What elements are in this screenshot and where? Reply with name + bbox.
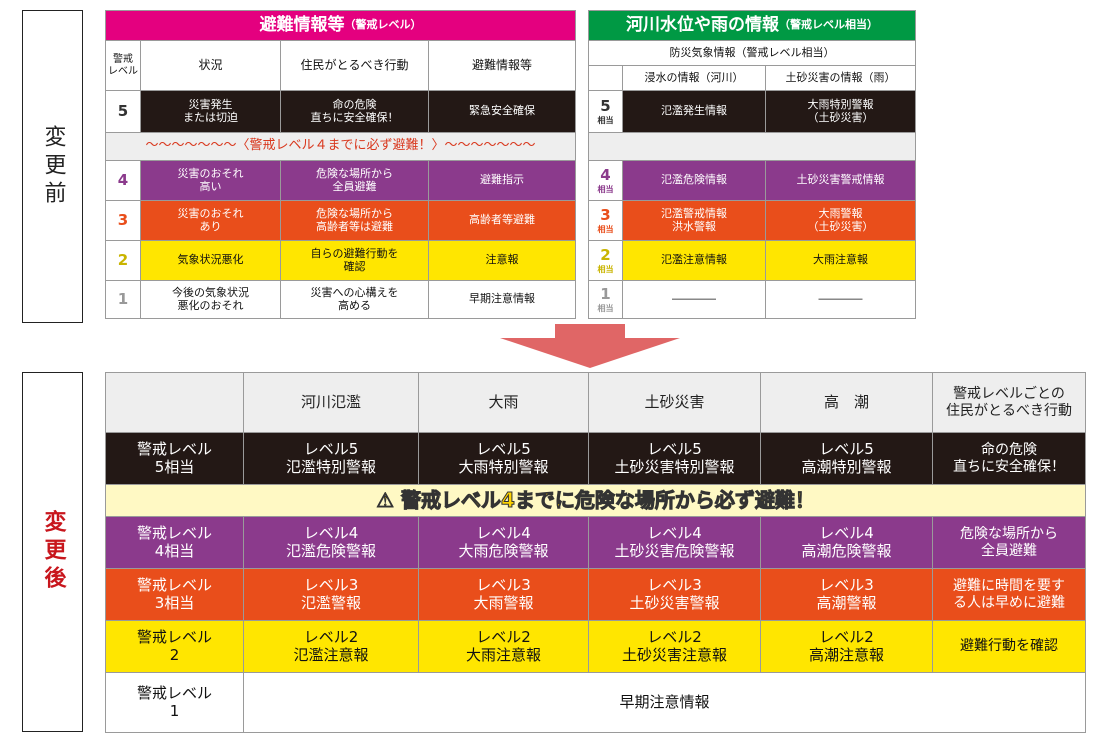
level: 3 — [105, 200, 141, 241]
cell: 命の危険 直ちに安全確保！ — [932, 432, 1086, 485]
level-note: 相当 — [597, 264, 614, 274]
level-number: 4 — [600, 166, 611, 185]
cell: レベル3 高潮警報 — [760, 568, 933, 621]
level: 1 — [105, 280, 141, 319]
level-number: 5 — [600, 97, 611, 116]
cell: 避難に時間を要す る人は早めに避難 — [932, 568, 1086, 621]
notice-band — [588, 132, 916, 161]
column-header: 状況 — [140, 40, 281, 91]
column-header: 大雨 — [418, 372, 589, 433]
cell: レベル4 氾濫危険警報 — [243, 516, 419, 569]
level: 5 — [105, 90, 141, 133]
level: 2 相当 — [588, 240, 623, 281]
level: 2 — [105, 240, 141, 281]
level: 警戒レベル 2 — [105, 620, 244, 673]
cell: 災害への心構えを 高める — [280, 280, 429, 319]
cell: 氾濫注意情報 — [622, 240, 766, 281]
cell: レベル5 大雨特別警報 — [418, 432, 589, 485]
level-note: 相当 — [597, 115, 614, 125]
column-header: 河川氾濫 — [243, 372, 419, 433]
level-note: 相当 — [597, 184, 614, 194]
cell: レベル4 大雨危険警報 — [418, 516, 589, 569]
table-title: 河川水位や雨の情報 （警戒レベル相当） — [588, 10, 916, 41]
column-header: 避難情報等 — [428, 40, 576, 91]
level: 警戒レベル 5相当 — [105, 432, 244, 485]
cell: ―――― — [622, 280, 766, 319]
subheader: 浸水の情報（河川） — [622, 65, 766, 91]
cell: 大雨注意報 — [765, 240, 916, 281]
cell: レベル3 大雨警報 — [418, 568, 589, 621]
cell: レベル3 氾濫警報 — [243, 568, 419, 621]
column-header: 土砂災害 — [588, 372, 761, 433]
column-header: 警戒レベルごとの 住民がとるべき行動 — [932, 372, 1086, 433]
level: 4 — [105, 160, 141, 201]
cell: 危険な場所から 全員避難 — [932, 516, 1086, 569]
cell: 早期注意情報 — [243, 672, 1086, 733]
cell: 注意報 — [428, 240, 576, 281]
level-number: 3 — [600, 206, 611, 225]
cell: 災害のおそれ あり — [140, 200, 281, 241]
cell: 自らの避難行動を 確認 — [280, 240, 429, 281]
cell: 今後の気象状況 悪化のおそれ — [140, 280, 281, 319]
cell: 命の危険 直ちに安全確保！ — [280, 90, 429, 133]
title-note: （警戒レベル相当） — [779, 18, 878, 32]
cell: 土砂災害警戒情報 — [765, 160, 916, 201]
cell: レベル2 土砂災害注意報 — [588, 620, 761, 673]
column-header: 住民がとるべき行動 — [280, 40, 429, 91]
cell: レベル3 土砂災害警報 — [588, 568, 761, 621]
arrow — [500, 324, 680, 368]
banner: ⚠ 警戒レベル4までに危険な場所から必ず避難！ — [105, 484, 1086, 517]
cell: 早期注意情報 — [428, 280, 576, 319]
title-note: （警戒レベル） — [344, 18, 422, 32]
cell: 災害発生 または切迫 — [140, 90, 281, 133]
level: 5 相当 — [588, 90, 623, 133]
title: 河川水位や雨の情報 — [626, 14, 779, 35]
level: 1 相当 — [588, 280, 623, 319]
cell: 氾濫発生情報 — [622, 90, 766, 133]
cell: 氾濫警戒情報 洪水警報 — [622, 200, 766, 241]
blank — [588, 65, 623, 91]
level: 4 相当 — [588, 160, 623, 201]
level: 警戒レベル 1 — [105, 672, 244, 733]
level-note: 相当 — [597, 303, 614, 313]
cell: 大雨特別警報 （土砂災害） — [765, 90, 916, 133]
header: 防災気象情報（警戒レベル相当） — [588, 40, 916, 66]
cell: 高齢者等避難 — [428, 200, 576, 241]
level: 警戒レベル 4相当 — [105, 516, 244, 569]
cell: レベル2 大雨注意報 — [418, 620, 589, 673]
cell: レベル4 高潮危険警報 — [760, 516, 933, 569]
cell: 危険な場所から 全員避難 — [280, 160, 429, 201]
title: 避難情報等 — [259, 14, 345, 35]
blank — [105, 372, 244, 433]
cell: 緊急安全確保 — [428, 90, 576, 133]
level-number: 1 — [600, 285, 611, 304]
level-number: 2 — [600, 246, 611, 265]
cell: 災害のおそれ 高い — [140, 160, 281, 201]
cell: レベル2 高潮注意報 — [760, 620, 933, 673]
level-note: 相当 — [597, 224, 614, 234]
cell: レベル5 土砂災害特別警報 — [588, 432, 761, 485]
cell: 氾濫危険情報 — [622, 160, 766, 201]
cell: ―――― — [765, 280, 916, 319]
table-title: 避難情報等 （警戒レベル） — [105, 10, 576, 41]
cell: 避難指示 — [428, 160, 576, 201]
column-header: 警戒 レベル — [105, 40, 141, 91]
cell: レベル5 氾濫特別警報 — [243, 432, 419, 485]
cell: 気象状況悪化 — [140, 240, 281, 281]
cell: レベル5 高潮特別警報 — [760, 432, 933, 485]
cell: 避難行動を確認 — [932, 620, 1086, 673]
level: 警戒レベル 3相当 — [105, 568, 244, 621]
cell: 大雨警報 （土砂災害） — [765, 200, 916, 241]
notice: 〜〜〜〜〜〜〜〈警戒レベル４までに必ず避難！〉〜〜〜〜〜〜〜 — [105, 132, 576, 161]
cell: レベル2 氾濫注意報 — [243, 620, 419, 673]
subheader: 土砂災害の情報（雨） — [765, 65, 916, 91]
cell: 危険な場所から 高齢者等は避難 — [280, 200, 429, 241]
cell: レベル4 土砂災害危険警報 — [588, 516, 761, 569]
column-header: 高 潮 — [760, 372, 933, 433]
level: 3 相当 — [588, 200, 623, 241]
after-label: 変更後 — [22, 372, 83, 732]
before-label: 変更前 — [22, 10, 83, 323]
